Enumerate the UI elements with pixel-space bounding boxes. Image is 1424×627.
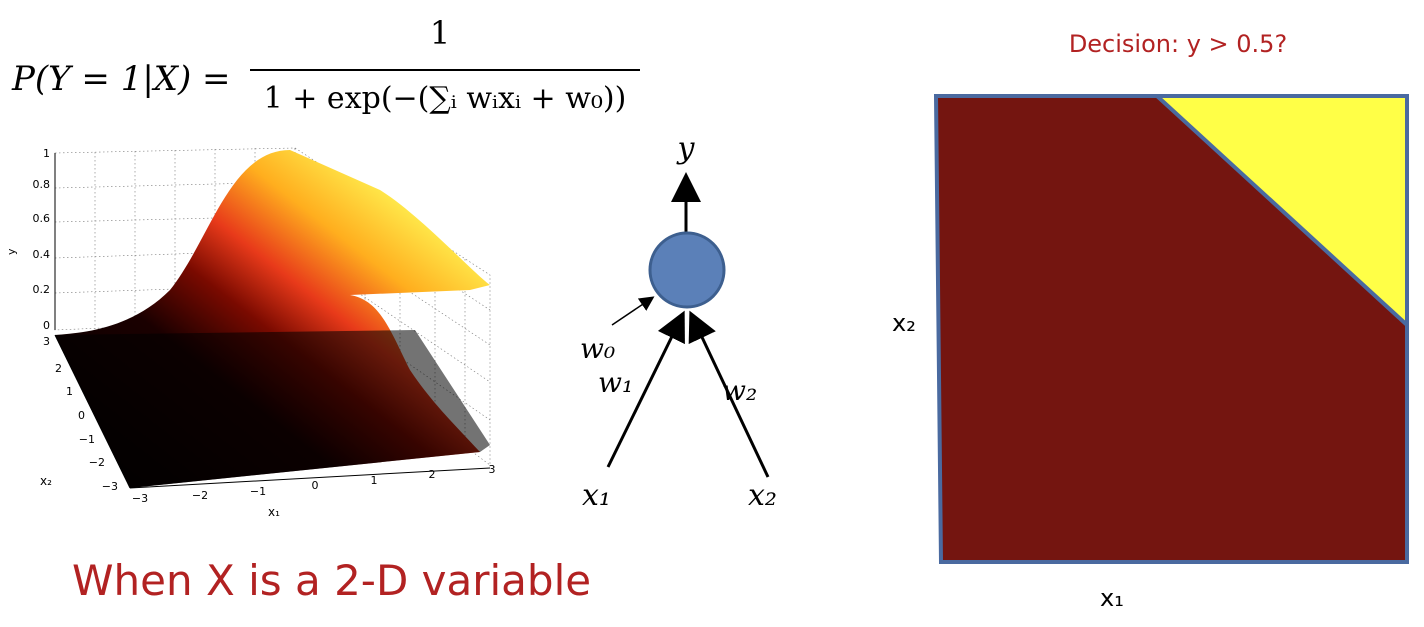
logistic-formula: P(Y = 1|X) = 1 1 + exp(−(∑ᵢ wᵢxᵢ + w₀)) xyxy=(11,14,640,116)
tick-label: −2 xyxy=(89,456,105,469)
tick-label: 0.4 xyxy=(33,248,51,261)
x1-ticks: −3 −2 −1 0 1 2 3 xyxy=(132,463,496,505)
formula-numerator: 1 xyxy=(430,14,450,52)
output-label: y xyxy=(676,131,696,166)
tick-label: 1 xyxy=(43,147,50,160)
tick-label: 0.8 xyxy=(33,178,51,191)
neuron-diagram: y w₀ w₁ w₂ x₁ x₂ xyxy=(580,131,777,513)
input-edge-1 xyxy=(606,310,685,468)
y-axis-label: y xyxy=(5,248,18,255)
tick-label: 2 xyxy=(429,468,436,481)
tick-label: 2 xyxy=(55,362,62,375)
surface-shadow xyxy=(55,330,490,488)
tick-label: −1 xyxy=(79,433,95,446)
bias-label: w₀ xyxy=(580,332,615,365)
tick-label: 3 xyxy=(489,463,496,476)
formula-denominator: 1 + exp(−(∑ᵢ wᵢxᵢ + w₀)) xyxy=(264,81,627,116)
tick-label: 0.6 xyxy=(33,212,51,225)
input-edge-2 xyxy=(688,310,770,478)
x2-ticks: 3 2 1 0 −1 −2 −3 xyxy=(43,335,118,493)
weight-label-2: w₂ xyxy=(722,374,757,407)
input-label-2: x₂ xyxy=(748,478,777,513)
tick-label: 0 xyxy=(43,319,50,332)
decision-xlabel: x₁ xyxy=(1100,584,1124,612)
formula-lhs: P(Y = 1|X) = xyxy=(11,59,231,99)
tick-label: 1 xyxy=(66,385,73,398)
x2-axis-label: x₂ xyxy=(40,474,52,488)
decision-title: Decision: y > 0.5? xyxy=(1069,30,1287,58)
decision-region-panel: Decision: y > 0.5? x₂ x₁ xyxy=(892,30,1409,612)
tick-label: 0 xyxy=(78,409,85,422)
bias-arrow xyxy=(611,296,655,326)
region-border xyxy=(933,94,1409,564)
weight-label-1: w₁ xyxy=(598,366,633,399)
tick-label: −3 xyxy=(132,492,148,505)
tick-label: 0 xyxy=(312,479,319,492)
plot-axes xyxy=(54,153,491,489)
y-ticks: 0 0.2 0.4 0.6 0.8 1 xyxy=(33,147,51,332)
caption: When X is a 2-D variable xyxy=(72,556,591,605)
tick-label: 0.2 xyxy=(33,283,51,296)
tick-label: −1 xyxy=(250,485,266,498)
input-label-1: x₁ xyxy=(582,478,611,513)
decision-boundary xyxy=(1155,94,1409,327)
x1-axis-label: x₁ xyxy=(268,505,280,519)
neuron-node xyxy=(648,231,726,309)
tick-label: 1 xyxy=(371,474,378,487)
surface-plot: 0 0.2 0.4 0.6 0.8 1 y 3 2 1 0 −1 −2 −3 x… xyxy=(5,147,496,519)
tick-label: −3 xyxy=(102,480,118,493)
tick-label: 3 xyxy=(43,335,50,348)
decision-ylabel: x₂ xyxy=(892,309,916,337)
tick-label: −2 xyxy=(192,489,208,502)
